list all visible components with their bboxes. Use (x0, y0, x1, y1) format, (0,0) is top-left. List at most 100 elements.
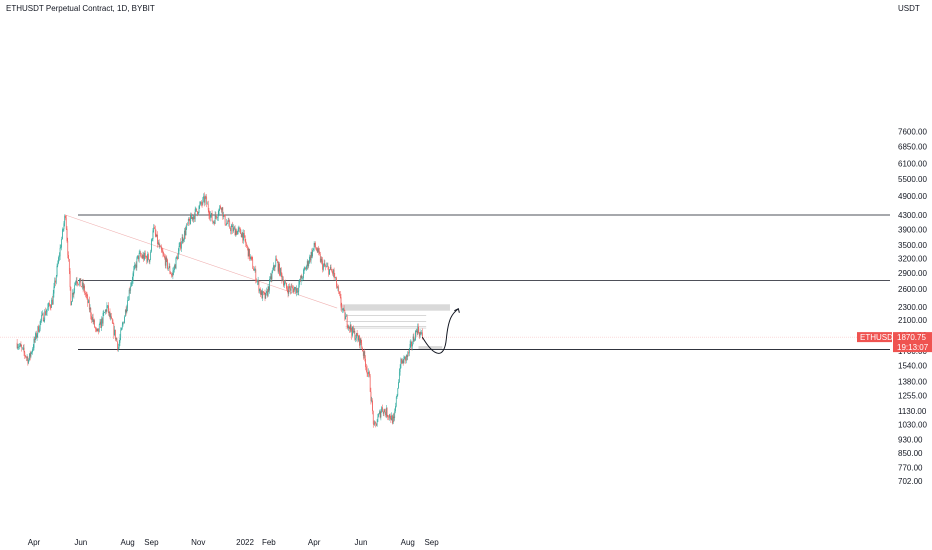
candle-232 (194, 206, 196, 222)
candle-452 (363, 350, 365, 359)
y-tick-9: 2900.00 (898, 269, 927, 278)
candle-332 (271, 270, 273, 283)
candle-71 (71, 300, 72, 306)
candle-97 (91, 312, 92, 324)
y-tick-19: 1030.00 (898, 421, 927, 430)
candle-321 (263, 291, 264, 296)
candle-81 (78, 278, 80, 287)
candle-150 (131, 276, 133, 286)
candle-2 (18, 343, 19, 350)
candle-438 (352, 325, 354, 334)
candle-432 (348, 324, 350, 331)
candle-137 (121, 322, 123, 330)
candle-10 (24, 350, 26, 359)
candle-302 (248, 248, 250, 257)
zone-0 (340, 304, 450, 311)
candle-471 (378, 413, 379, 418)
candle-164 (142, 251, 144, 260)
candle-34 (42, 312, 44, 322)
candle-327 (267, 283, 269, 297)
candle-58 (61, 236, 62, 251)
candle-165 (143, 252, 145, 262)
candle-509 (407, 351, 409, 360)
candle-414 (334, 272, 336, 279)
candle-446 (359, 334, 360, 349)
candle-503 (402, 358, 404, 366)
x-tick-1: Jun (74, 538, 87, 547)
candle-129 (115, 337, 117, 341)
candle-113 (103, 309, 105, 316)
candle-209 (177, 253, 178, 261)
candle-242 (202, 196, 204, 206)
candle-426 (343, 305, 345, 312)
candle-181 (155, 229, 157, 238)
candle-260 (216, 215, 218, 220)
candle-363 (295, 286, 297, 294)
candle-87 (83, 283, 85, 291)
candle-465 (373, 420, 375, 425)
candle-57 (60, 244, 62, 249)
candle-349 (284, 279, 286, 286)
candle-350 (285, 279, 287, 284)
candle-357 (290, 283, 292, 294)
candle-318 (260, 289, 262, 296)
candle-501 (401, 358, 402, 365)
candle-390 (316, 246, 317, 251)
price-axis[interactable]: USDT 7600.00 6850.00 6100.00 5500.00 4900.00 4… (898, 4, 927, 486)
projection-arrow (421, 308, 460, 354)
candle-481 (385, 405, 387, 419)
candle-39 (46, 309, 48, 316)
candle-494 (395, 396, 397, 408)
candle-160 (139, 249, 141, 254)
candle-128 (115, 329, 116, 342)
candle-178 (153, 224, 155, 233)
candle-61 (63, 221, 65, 232)
candle-122 (110, 313, 112, 321)
candle-373 (303, 268, 304, 281)
candle-141 (124, 309, 126, 317)
candle-206 (174, 264, 176, 269)
candle-270 (223, 214, 225, 217)
candle-325 (266, 287, 267, 296)
candle-182 (156, 234, 158, 237)
candle-358 (291, 283, 293, 288)
candle-502 (402, 358, 403, 364)
candle-74 (73, 288, 75, 299)
candle-18 (30, 351, 32, 359)
candle-106 (98, 328, 99, 335)
candle-440 (354, 328, 356, 341)
candle-22 (33, 336, 35, 351)
candle-433 (349, 326, 350, 333)
tag-countdown: 19:13:07 (897, 343, 929, 352)
candle-16 (29, 353, 30, 362)
time-axis[interactable]: Apr Jun Aug Sep Nov 2022 Feb Apr Jun Aug Sep (28, 538, 439, 547)
candle-273 (226, 218, 227, 226)
candle-126 (113, 322, 115, 339)
candle-366 (297, 287, 299, 296)
candle-326 (266, 289, 268, 298)
candle-314 (257, 276, 259, 285)
candle-406 (328, 266, 330, 277)
candle-90 (85, 291, 87, 299)
candle-443 (356, 330, 358, 337)
candle-507 (405, 354, 407, 364)
candle-274 (227, 220, 228, 225)
candle-250 (208, 207, 210, 219)
tag-symbol: ETHUSDT (860, 333, 898, 342)
candle-52 (56, 263, 58, 278)
candle-78 (76, 276, 78, 285)
candle-394 (319, 247, 320, 256)
candle-40 (47, 303, 49, 310)
candle-32 (41, 311, 43, 323)
candle-418 (337, 285, 339, 292)
candle-294 (242, 232, 244, 244)
candle-201 (171, 272, 172, 278)
candle-331 (270, 273, 272, 283)
candle-408 (329, 264, 331, 270)
candle-309 (253, 266, 255, 271)
candle-437 (352, 326, 353, 338)
candle-33 (42, 310, 43, 317)
candle-488 (391, 412, 393, 421)
candle-392 (317, 247, 319, 253)
